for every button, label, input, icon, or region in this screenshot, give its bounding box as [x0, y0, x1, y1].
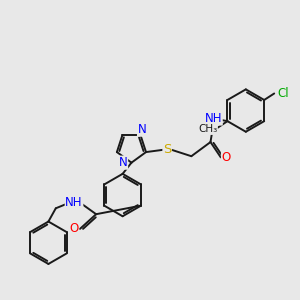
Text: NH: NH	[205, 112, 222, 125]
Text: CH₃: CH₃	[198, 124, 218, 134]
Text: O: O	[221, 151, 231, 164]
Text: NH: NH	[65, 196, 83, 209]
Text: Cl: Cl	[277, 87, 289, 100]
Text: N: N	[137, 123, 146, 136]
Text: O: O	[69, 222, 79, 236]
Text: S: S	[163, 143, 171, 156]
Text: N: N	[119, 156, 128, 169]
